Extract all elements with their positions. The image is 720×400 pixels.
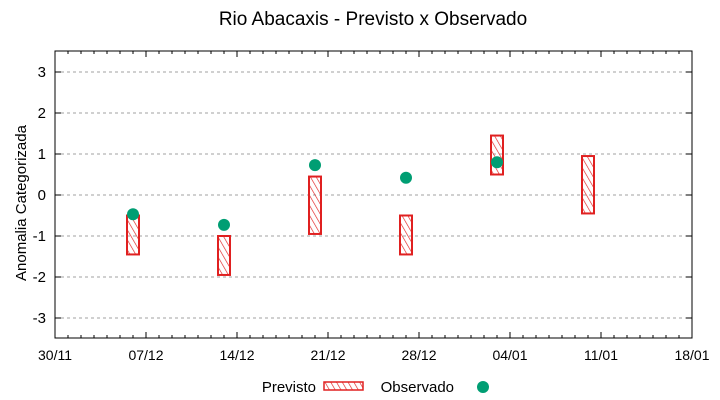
y-tick-label: -2: [33, 269, 46, 286]
previsto-bar: [217, 235, 231, 276]
y-tick-label: 0: [38, 187, 46, 204]
x-tick-label: 21/12: [310, 347, 345, 363]
x-tick-label: 14/12: [219, 347, 254, 363]
previsto-bar: [581, 155, 595, 215]
x-tick-label: 07/12: [128, 347, 163, 363]
previsto-bar: [126, 214, 140, 256]
observado-point: [218, 218, 230, 231]
legend-previsto-swatch: [323, 381, 364, 391]
previsto-bar: [490, 134, 504, 176]
x-axis-ticks: 30/11 07/12 14/12 21/12 28/12 04/01 11/01 18/01: [38, 51, 710, 363]
y-tick-label: 1: [38, 146, 46, 163]
observado-point: [400, 171, 412, 184]
y-tick-label: -3: [33, 310, 46, 327]
previsto-bar: [308, 175, 322, 235]
y-axis-label: Anomalia Categorizada: [13, 124, 30, 281]
previsto-bars: [126, 134, 595, 276]
y-axis-ticks: 3 2 1 0 -1 -2 -3: [33, 64, 692, 327]
x-tick-label: 11/01: [584, 347, 618, 363]
plot-frame: [54, 50, 693, 339]
legend: Previsto Observado: [262, 379, 489, 396]
observado-points: [127, 156, 503, 231]
y-tick-label: -1: [33, 228, 46, 245]
chart-title: Rio Abacaxis - Previsto x Observado: [218, 9, 528, 30]
previsto-bar: [399, 214, 413, 256]
observado-point: [309, 159, 321, 172]
x-tick-label: 18/01: [674, 347, 709, 363]
y-tick-label: 2: [38, 105, 46, 122]
x-tick-label: 04/01: [492, 347, 527, 363]
grid-lines: [55, 71, 692, 319]
legend-observado-label: Observado: [381, 379, 454, 396]
y-tick-label: 3: [38, 64, 46, 81]
legend-previsto-label: Previsto: [262, 379, 316, 396]
observado-point: [127, 208, 139, 221]
x-tick-label: 28/12: [401, 347, 436, 363]
x-tick-label: 30/11: [38, 347, 72, 363]
legend-observado-marker: [477, 381, 489, 393]
observado-point: [491, 156, 503, 169]
